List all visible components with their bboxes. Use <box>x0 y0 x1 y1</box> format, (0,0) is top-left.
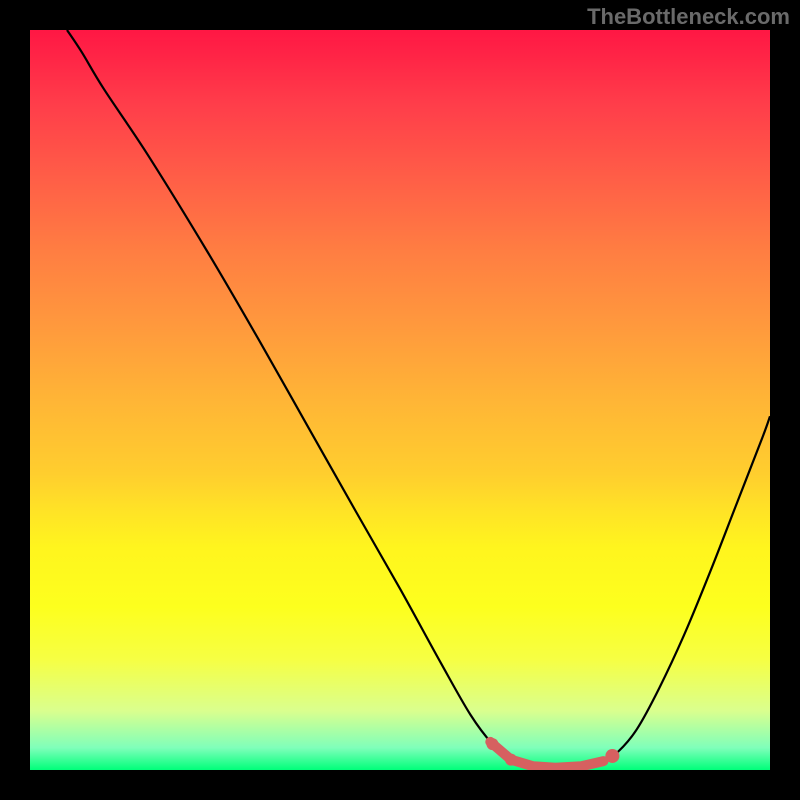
plot-area <box>30 30 770 770</box>
chart-container: TheBottleneck.com <box>0 0 800 800</box>
curve-marker <box>487 738 499 750</box>
curve-marker <box>505 754 517 766</box>
attribution-label: TheBottleneck.com <box>587 4 790 30</box>
curve-marker <box>605 749 619 763</box>
bottleneck-curve <box>67 30 770 768</box>
curve-svg <box>30 30 770 770</box>
